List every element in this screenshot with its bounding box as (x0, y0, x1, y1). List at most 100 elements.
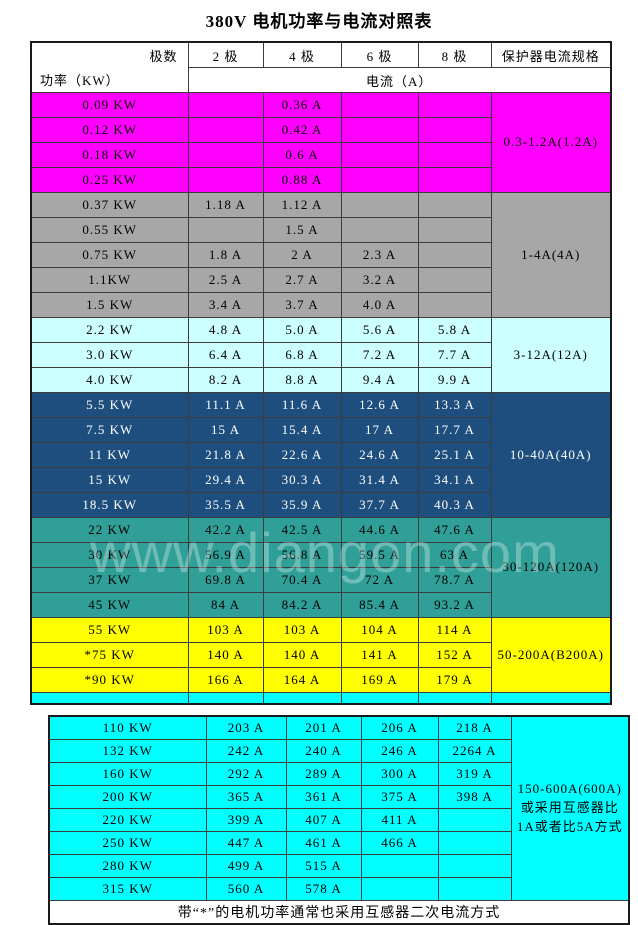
header-row-current: 电流（A） (31, 67, 612, 93)
power-cell: 7.5 KW (30, 417, 189, 443)
current-cell: 0.6 A (262, 142, 342, 168)
power-cell: 0.25 KW (30, 167, 189, 193)
power-cell: 220 KW (48, 808, 207, 832)
table-row: 0.37 KW 1.18 A 1.12 A 1-4A(4A) (30, 192, 612, 318)
current-cell: 15.4 A (262, 417, 342, 443)
header-6-pole: 6 极 (340, 41, 419, 68)
current-cell (340, 167, 419, 193)
current-cell (360, 854, 439, 878)
current-cell: 70.4 A (262, 567, 342, 593)
current-cell: 319 A (437, 762, 512, 786)
power-cell: 110 KW (48, 715, 207, 740)
current-cell: 9.9 A (417, 367, 492, 393)
current-cell: 63 A (417, 542, 492, 568)
current-cell: 1.18 A (187, 192, 264, 218)
power-cell: 0.09 KW (30, 92, 189, 118)
current-cell: 12.6 A (340, 392, 419, 418)
power-cell: 0.75 KW (30, 242, 189, 268)
table-row: 5.5 KW 11.1 A 11.6 A 12.6 A 13.3 A 10-40A(40A… (30, 392, 612, 518)
header-4-pole: 4 极 (262, 41, 342, 68)
poles-corner-label: 极数 (149, 49, 178, 64)
power-cell: 2.2 KW (30, 317, 189, 343)
table-row: 0.09 KW 0.36 A 0.3-1.2A(1.2A) (30, 92, 612, 193)
current-cell: 78.7 A (417, 567, 492, 593)
current-cell: 140 A (187, 642, 264, 668)
current-cell: 515 A (285, 854, 362, 878)
current-cell: 5.8 A (417, 317, 492, 343)
current-cell: 203 A (205, 715, 287, 740)
current-cell: 407 A (285, 808, 362, 832)
current-cell (417, 142, 492, 168)
current-cell: 72 A (340, 567, 419, 593)
truncated-cell (490, 692, 612, 705)
current-cell: 300 A (360, 762, 439, 786)
current-cell: 11.6 A (262, 392, 342, 418)
current-cell (340, 92, 419, 118)
current-cell: 13.3 A (417, 392, 492, 418)
current-cell (417, 217, 492, 243)
current-cell: 361 A (285, 785, 362, 809)
power-cell: 315 KW (48, 877, 207, 901)
current-cell (417, 292, 492, 318)
current-cell: 499 A (205, 854, 287, 878)
protection-cell: 0.3-1.2A(1.2A) (490, 92, 612, 193)
current-cell: 7.7 A (417, 342, 492, 368)
table-header: 极数 功率（KW） 2 极 4 极 6 极 8 极 保护器电流规格 电流（A） (30, 41, 612, 93)
motor-current-table: 极数 功率（KW） 2 极 4 极 6 极 8 极 保护器电流规格 电流（A） … (30, 41, 612, 705)
power-cell: 11 KW (30, 442, 189, 468)
current-cell (437, 854, 512, 878)
current-cell: 4.8 A (187, 317, 264, 343)
current-cell: 206 A (360, 715, 439, 740)
current-cell (187, 217, 264, 243)
current-cell (187, 142, 264, 168)
current-cell: 1.8 A (187, 242, 264, 268)
current-cell: 30.3 A (262, 467, 342, 493)
protection-cell: 1-4A(4A) (490, 192, 612, 318)
current-cell: 1.12 A (262, 192, 342, 218)
protection-cell: 3-12A(12A) (490, 317, 612, 393)
current-cell: 461 A (285, 831, 362, 855)
page: 380V 电机功率与电流对照表 极数 功率（KW） 2 极 4 极 6 极 8 … (0, 7, 638, 925)
current-cell: 1.5 A (262, 217, 342, 243)
current-cell: 15 A (187, 417, 264, 443)
current-cell: 3.7 A (262, 292, 342, 318)
current-cell: 578 A (285, 877, 362, 901)
current-cell: 42.2 A (187, 517, 264, 543)
current-cell: 5.6 A (340, 317, 419, 343)
current-cell: 2.7 A (262, 267, 342, 293)
current-cell: 3.2 A (340, 267, 419, 293)
power-cell: *90 KW (30, 667, 189, 693)
current-cell: 141 A (340, 642, 419, 668)
current-cell: 40.3 A (417, 492, 492, 518)
power-cell: 0.18 KW (30, 142, 189, 168)
power-cell: 132 KW (48, 739, 207, 763)
current-cell: 0.88 A (262, 167, 342, 193)
current-cell (417, 117, 492, 143)
current-cell: 466 A (360, 831, 439, 855)
header-row-poles: 极数 功率（KW） 2 极 4 极 6 极 8 极 保护器电流规格 (30, 41, 612, 93)
current-cell: 399 A (205, 808, 287, 832)
current-cell: 21.8 A (187, 442, 264, 468)
page-title: 380V 电机功率与电流对照表 (205, 12, 433, 31)
truncated-cell (187, 692, 264, 705)
current-cell: 35.5 A (187, 492, 264, 518)
current-cell: 35.9 A (262, 492, 342, 518)
power-corner-label: 功率（KW） (40, 73, 120, 88)
truncated-cell (340, 692, 419, 705)
current-cell: 289 A (285, 762, 362, 786)
current-cell: 7.2 A (340, 342, 419, 368)
table-row: 250 KW 447 A 461 A 466 A (48, 831, 629, 855)
power-cell: 0.12 KW (30, 117, 189, 143)
current-cell: 85.4 A (340, 592, 419, 618)
current-cell: 169 A (340, 667, 419, 693)
current-cell: 240 A (285, 739, 362, 763)
power-cell: *75 KW (30, 642, 189, 668)
current-cell: 8.8 A (262, 367, 342, 393)
power-cell: 30 KW (30, 542, 189, 568)
power-cell: 55 KW (30, 617, 189, 643)
table-row: 0.25 KW 0.88 A (30, 167, 611, 193)
current-cell: 411 A (360, 808, 439, 832)
current-cell: 5.0 A (262, 317, 342, 343)
current-cell: 179 A (417, 667, 492, 693)
current-cell: 103 A (187, 617, 264, 643)
